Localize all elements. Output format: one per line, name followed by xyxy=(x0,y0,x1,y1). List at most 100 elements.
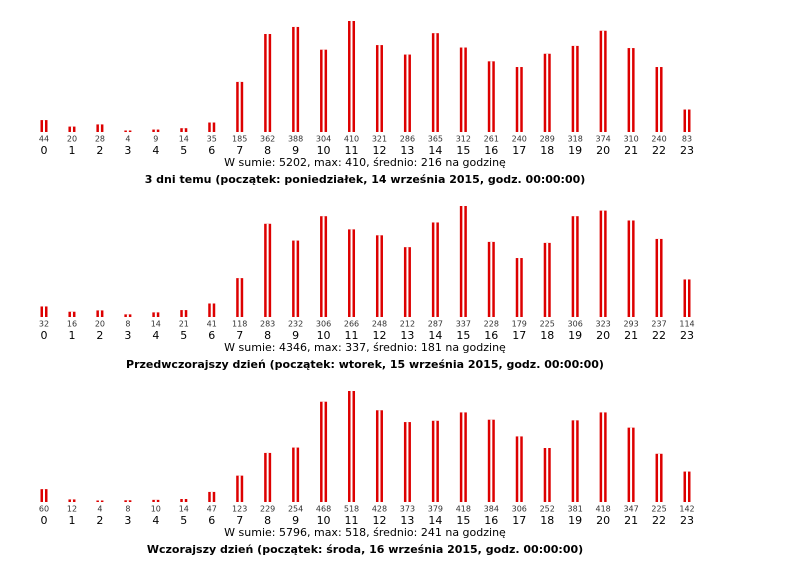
bar-gap xyxy=(658,238,661,317)
value-label: 318 xyxy=(568,135,583,144)
hour-label: 4 xyxy=(152,329,159,342)
hour-label: 18 xyxy=(540,329,554,342)
value-label: 9 xyxy=(153,135,158,144)
hour-label: 11 xyxy=(345,514,359,527)
value-label: 4 xyxy=(97,505,102,514)
value-label: 252 xyxy=(540,505,555,514)
bar-gap xyxy=(630,48,633,133)
hour-label: 19 xyxy=(568,329,582,342)
hour-label: 9 xyxy=(292,329,299,342)
hour-label: 17 xyxy=(512,329,526,342)
hour-label: 13 xyxy=(400,514,414,527)
bar-gap xyxy=(126,500,129,502)
value-label: 16 xyxy=(67,320,77,329)
bar-gap xyxy=(434,33,437,133)
bar-gap xyxy=(154,499,157,502)
value-label: 12 xyxy=(67,505,77,514)
value-label: 179 xyxy=(512,320,527,329)
bar-gap xyxy=(182,499,185,502)
bar-gap xyxy=(43,306,45,317)
value-label: 374 xyxy=(595,135,610,144)
hour-label: 8 xyxy=(264,329,271,342)
hour-label: 16 xyxy=(484,329,498,342)
value-label: 428 xyxy=(372,505,387,514)
bar-gap xyxy=(322,401,325,502)
value-label: 379 xyxy=(428,505,443,514)
hour-label: 21 xyxy=(624,144,638,157)
hour-label: 0 xyxy=(41,514,48,527)
bar-gap xyxy=(294,447,297,502)
value-label: 232 xyxy=(288,320,303,329)
hour-label: 9 xyxy=(292,514,299,527)
value-label: 248 xyxy=(372,320,387,329)
bar-gap xyxy=(490,419,493,502)
bar-gap xyxy=(546,53,549,132)
bar-gap xyxy=(98,124,101,132)
bar-gap xyxy=(602,412,605,502)
value-label: 8 xyxy=(125,505,130,514)
value-label: 418 xyxy=(456,505,471,514)
hour-label: 7 xyxy=(236,514,243,527)
hour-label: 17 xyxy=(512,514,526,527)
value-label: 468 xyxy=(316,505,331,514)
hour-label: 10 xyxy=(317,144,331,157)
bar-gap xyxy=(294,240,297,317)
bar-gap xyxy=(182,310,185,317)
value-label: 306 xyxy=(568,320,583,329)
hour-label: 1 xyxy=(68,329,75,342)
hour-label: 2 xyxy=(96,514,103,527)
value-label: 35 xyxy=(207,135,217,144)
value-label: 312 xyxy=(456,135,471,144)
bar-gap xyxy=(154,312,157,317)
hour-label: 17 xyxy=(512,144,526,157)
value-label: 286 xyxy=(400,135,415,144)
bar-gap xyxy=(266,452,269,502)
summary: W sumie: 5796, max: 518, średnio: 241 na… xyxy=(224,526,506,539)
value-label: 418 xyxy=(595,505,610,514)
hour-label: 3 xyxy=(124,514,131,527)
value-label: 229 xyxy=(260,505,275,514)
hour-label: 14 xyxy=(428,144,442,157)
hour-label: 6 xyxy=(208,144,215,157)
bar-gap xyxy=(462,206,465,317)
bar-gap xyxy=(462,412,465,502)
bar-gap xyxy=(210,122,213,132)
value-label: 212 xyxy=(400,320,415,329)
hour-label: 5 xyxy=(180,329,187,342)
value-label: 44 xyxy=(39,135,49,144)
bar-gap xyxy=(210,303,213,317)
hour-label: 6 xyxy=(208,514,215,527)
hour-label: 0 xyxy=(41,144,48,157)
value-label: 323 xyxy=(595,320,610,329)
bar-gap xyxy=(378,235,381,317)
bar-gap xyxy=(350,391,353,502)
bar-gap xyxy=(43,489,45,502)
value-label: 362 xyxy=(260,135,275,144)
hour-label: 15 xyxy=(456,329,470,342)
bar-gap xyxy=(686,279,688,317)
value-label: 225 xyxy=(651,505,666,514)
hour-label: 20 xyxy=(596,144,610,157)
bar-gap xyxy=(434,222,437,317)
bar-gap xyxy=(602,210,605,317)
value-label: 283 xyxy=(260,320,275,329)
hour-label: 9 xyxy=(292,144,299,157)
value-label: 4 xyxy=(125,135,130,144)
value-label: 373 xyxy=(400,505,415,514)
value-label: 185 xyxy=(232,135,247,144)
hour-label: 5 xyxy=(180,514,187,527)
value-label: 287 xyxy=(428,320,443,329)
bar-gap xyxy=(238,81,241,132)
bar-gap xyxy=(630,427,633,502)
value-label: 266 xyxy=(344,320,359,329)
value-label: 8 xyxy=(125,320,130,329)
value-label: 254 xyxy=(288,505,303,514)
hour-label: 15 xyxy=(456,144,470,157)
value-label: 10 xyxy=(151,505,161,514)
hour-label: 11 xyxy=(345,144,359,157)
bar-gap xyxy=(574,216,577,317)
value-label: 123 xyxy=(232,505,247,514)
hour-label: 4 xyxy=(152,144,159,157)
value-label: 293 xyxy=(623,320,638,329)
